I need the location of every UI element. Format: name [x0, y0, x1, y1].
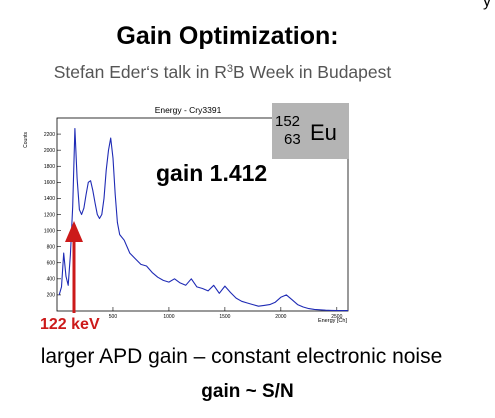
subtitle-text-start: Stefan Eder‘s talk in R	[53, 62, 227, 82]
energy-line-label: 122 keV	[40, 316, 100, 333]
isotope-mass-number: 152	[275, 113, 301, 130]
spectrum-line	[58, 127, 348, 312]
slide-subtitle: Stefan Eder‘s talk in R3B Week in Budape…	[0, 62, 445, 83]
y-tick-label: 1400	[44, 196, 55, 202]
y-tick-label: 600	[47, 261, 56, 267]
y-axis-label: Counts	[23, 132, 29, 148]
x-tick-label: 1000	[163, 314, 174, 320]
arrow-head	[65, 221, 83, 242]
x-axis-label: Energy [Ch]	[318, 318, 348, 324]
corner-text-fragment: y	[483, 0, 491, 10]
y-tick-label: 2000	[44, 148, 55, 154]
y-tick-label: 1800	[44, 164, 55, 170]
x-tick-label: 1500	[219, 314, 230, 320]
gain-formula: gain ~ S/N	[201, 381, 294, 402]
isotope-label-box: 152 63 Eu	[272, 103, 349, 159]
y-tick-label: 1200	[44, 212, 55, 218]
y-tick-label: 1000	[44, 228, 55, 234]
x-tick-label: 500	[109, 314, 118, 320]
isotope-symbol: Eu	[310, 120, 337, 145]
y-tick-label: 800	[47, 244, 56, 250]
y-tick-label: 1600	[44, 180, 55, 186]
chart-title: Energy - Cry3391	[155, 105, 222, 115]
conclusion-statement: larger APD gain – constant electronic no…	[40, 345, 443, 368]
isotope-atomic-number: 63	[284, 131, 301, 148]
subtitle-superscript: 3	[226, 63, 233, 75]
y-tick-label: 2200	[44, 132, 55, 138]
y-tick-label: 200	[47, 293, 56, 299]
slide-title: Gain Optimization:	[116, 22, 339, 50]
axis-ticks: 200 400 600 800 1000 1200 1400 1600 1800 2000 2200…	[44, 132, 343, 320]
x-tick-label: 2500	[331, 314, 342, 320]
x-tick-label: 2000	[275, 314, 286, 320]
subtitle-text-end: B Week in Budapest	[233, 62, 392, 82]
gain-value-label: gain 1.412	[156, 160, 268, 186]
y-tick-label: 400	[47, 277, 56, 283]
